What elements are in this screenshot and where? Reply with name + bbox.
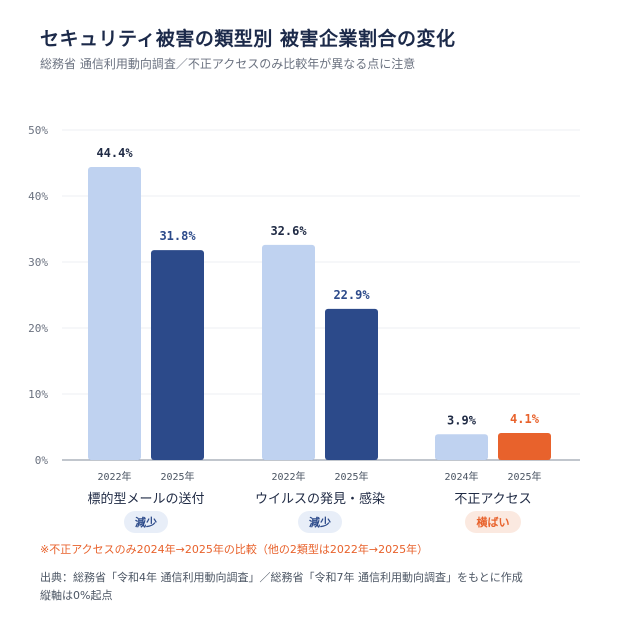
source-line: 出典：総務省「令和4年 通信利用動向調査」／総務省「令和7年 通信利用動向調査」…	[40, 571, 523, 584]
bar	[88, 166, 141, 460]
axis-note: 縦軸は0%起点	[40, 589, 113, 602]
trend-badge	[465, 511, 521, 533]
x-year-label: 2025年	[507, 470, 541, 483]
x-year-label: 2022年	[271, 470, 305, 483]
y-tick-label: 0%	[35, 454, 49, 467]
trend-badge-text: 減少	[309, 515, 331, 529]
category-label: 標的型メールの送付	[87, 491, 204, 507]
bar	[498, 432, 551, 460]
category-label: 不正アクセス	[454, 492, 531, 507]
bar-value-label: 3.9%	[447, 413, 477, 427]
bar-value-label: 32.6%	[270, 224, 307, 238]
trend-badge	[124, 511, 168, 533]
x-year-label: 2022年	[97, 470, 131, 483]
category-label: ウイルスの発見・感染	[255, 491, 385, 507]
bar	[435, 434, 488, 460]
trend-badge-text: 減少	[135, 515, 157, 529]
bar-value-label: 22.9%	[333, 288, 370, 302]
x-year-label: 2025年	[334, 470, 368, 483]
y-tick-label: 30%	[28, 256, 48, 269]
x-year-label: 2025年	[160, 470, 194, 483]
trend-badge	[298, 511, 342, 533]
bar-value-label: 4.1%	[510, 412, 540, 426]
bar-value-label: 31.8%	[159, 229, 196, 243]
chart-title: セキュリティ被害の類型別 被害企業割合の変化	[40, 28, 456, 50]
comparison-note: ※不正アクセスのみ2024年→2025年の比較（他の2類型は2022年→2025…	[40, 543, 429, 556]
y-tick-label: 40%	[28, 190, 48, 203]
bar-value-label: 44.4%	[96, 146, 133, 160]
y-tick-label: 10%	[28, 388, 48, 401]
bar-chart: 0% 10% 20% 30% 40% 50% 44.4% 2022年 31.8% 2025年標的型…	[28, 124, 580, 533]
y-tick-label: 50%	[28, 124, 48, 137]
y-tick-label: 20%	[28, 322, 48, 335]
source-text: 出典：総務省「令和4年 通信利用動向調査」／総務省「令和7年 通信利用動向調査」…	[40, 569, 523, 605]
x-year-label: 2024年	[444, 470, 478, 483]
bar	[325, 308, 378, 460]
bar	[262, 244, 315, 460]
chart-subtitle: 総務省 通信利用動向調査／不正アクセスのみ比較年が異なる点に注意	[40, 57, 416, 71]
trend-badge-text: 横ばい	[477, 515, 510, 529]
bar	[151, 250, 204, 460]
